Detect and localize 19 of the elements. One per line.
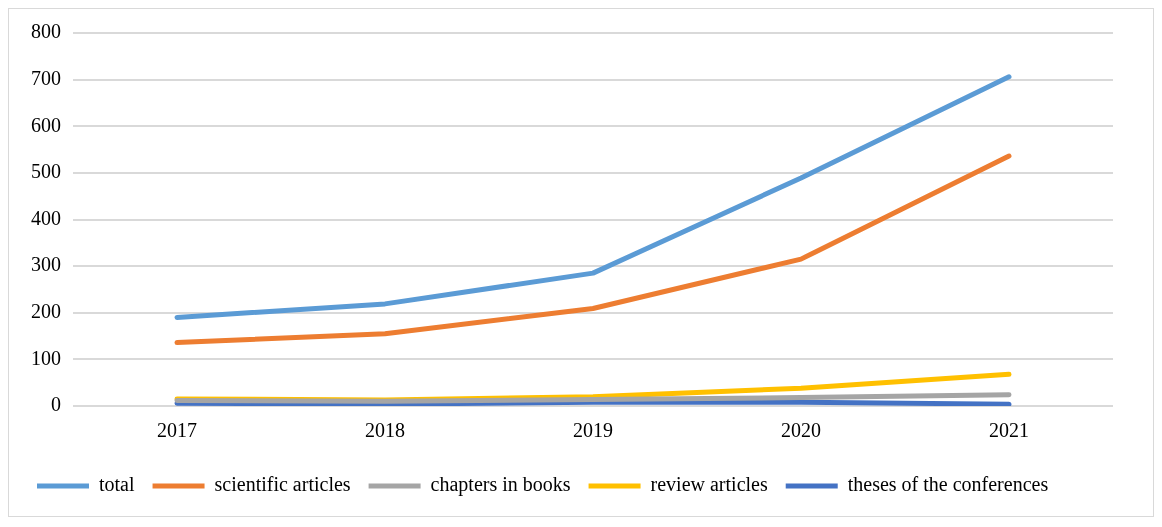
legend-label: chapters in books bbox=[430, 473, 571, 497]
y-tick-label: 300 bbox=[31, 253, 61, 276]
y-tick-label: 800 bbox=[31, 20, 61, 43]
y-tick-label: 700 bbox=[31, 66, 61, 89]
y-tick-label: 0 bbox=[51, 393, 61, 416]
x-tick-label: 2019 bbox=[573, 419, 613, 442]
legend-label: scientific articles bbox=[214, 473, 351, 496]
legend-label: review articles bbox=[650, 473, 768, 496]
y-tick-label: 400 bbox=[31, 206, 61, 229]
x-tick-label: 2021 bbox=[989, 419, 1029, 442]
x-tick-label: 2017 bbox=[157, 419, 197, 442]
legend-label: total bbox=[99, 473, 135, 496]
x-tick-label: 2018 bbox=[365, 419, 405, 442]
y-tick-label: 200 bbox=[31, 300, 61, 322]
legend-label: theses of the conferences bbox=[847, 473, 1049, 496]
x-tick-label: 2020 bbox=[781, 419, 821, 442]
y-tick-label: 600 bbox=[31, 113, 61, 136]
y-tick-label: 500 bbox=[31, 160, 61, 183]
y-tick-label: 100 bbox=[31, 346, 61, 369]
